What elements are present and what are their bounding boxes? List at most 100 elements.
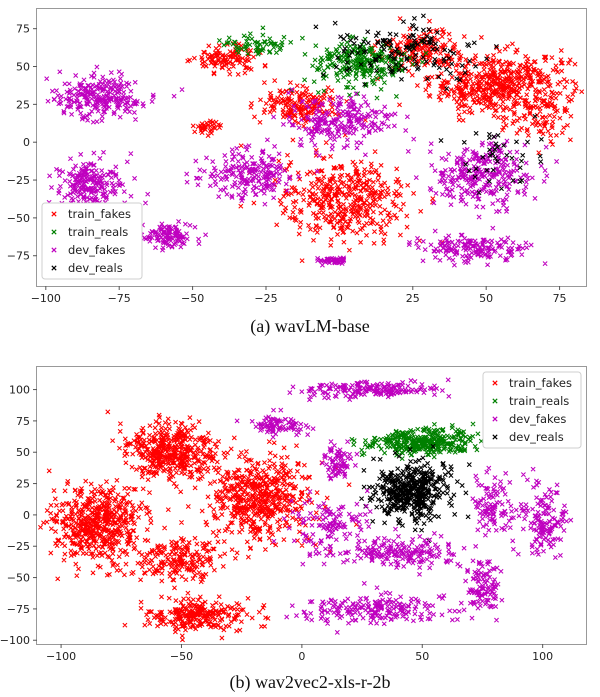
panel-a-caption: (a) wavLM-base (250, 316, 369, 337)
x-tick-label: 0 (298, 650, 305, 663)
x-tick-label: 100 (532, 650, 553, 663)
y-tick-label: 50 (16, 61, 30, 74)
cluster-train_reals (349, 421, 484, 462)
y-tick-label: −25 (7, 540, 30, 553)
cluster-dev_reals (438, 113, 544, 196)
scatter-points (271, 87, 417, 159)
scatter-points (44, 149, 151, 216)
cluster-train_fakes (122, 590, 271, 643)
scatter-points (122, 590, 271, 643)
cluster-dev_fakes (315, 255, 347, 268)
scatter-points (375, 34, 585, 136)
panel-a-frame (36, 8, 587, 287)
legend-label-dev_fakes: dev_fakes (509, 412, 566, 426)
panel-b-frame (36, 366, 587, 645)
legend-label-train_fakes: train_fakes (68, 207, 131, 221)
scatter-points (313, 13, 499, 92)
x-tick-label: −50 (170, 650, 193, 663)
y-tick-label: −50 (7, 572, 30, 585)
x-tick-label: 50 (415, 650, 429, 663)
cluster-train_fakes (185, 425, 359, 555)
cluster-dev_fakes (413, 134, 560, 220)
scatter-points (349, 421, 484, 462)
legend-marker-dev_reals (51, 265, 57, 271)
cluster-dev_fakes (319, 439, 360, 482)
scatter-points (438, 113, 544, 196)
cluster-dev_fakes (234, 407, 316, 440)
y-tick-label: −25 (7, 174, 30, 187)
cluster-dev_fakes (470, 465, 525, 552)
y-tick-label: 100 (9, 384, 30, 397)
scatter-points (319, 439, 360, 482)
scatter-points (300, 526, 479, 577)
legend-box (482, 371, 582, 449)
scatter-points (413, 134, 560, 220)
scatter-points (190, 118, 224, 139)
scatter-points (463, 558, 505, 623)
scatter-points (515, 466, 574, 560)
x-tick-label: 25 (406, 292, 420, 305)
legend-marker-dev_fakes (492, 416, 498, 422)
cluster-dev_reals (313, 13, 499, 92)
x-tick-label: −50 (181, 292, 204, 305)
y-tick-label: 25 (16, 98, 30, 111)
panel-a-legend: train_fakes train_reals dev_fakes dev_reals (41, 202, 143, 280)
cluster-train_fakes (104, 520, 251, 591)
cluster-train_fakes (238, 132, 445, 264)
legend-marker-train_fakes (51, 211, 57, 217)
scatter-points (138, 219, 209, 253)
scatter-points (359, 443, 472, 544)
scatter-points (105, 409, 237, 496)
cluster-train_fakes (375, 34, 585, 136)
x-tick-label: 0 (336, 292, 343, 305)
panel-b: −100 −50 0 50 100 −100 −75 −50 −25 0 25 50 75 100 tra… (0, 366, 587, 693)
cluster-dev_fakes (44, 149, 151, 216)
scatter-points (38, 468, 171, 582)
legend-label-dev_reals: dev_reals (509, 430, 564, 444)
y-tick-label: −75 (7, 250, 30, 263)
scatter-points (216, 25, 305, 57)
cluster-train_fakes (501, 91, 574, 156)
y-tick-label: −50 (7, 212, 30, 225)
x-tick-label: −100 (46, 650, 76, 663)
y-tick-label: 0 (23, 509, 30, 522)
scatter-points (501, 91, 574, 156)
panel-b-caption: (b) wav2vec2-xls-r-2b (229, 672, 390, 693)
cluster-train_fakes (38, 468, 171, 582)
legend-label-dev_reals: dev_reals (68, 261, 123, 275)
panel-b-points (38, 377, 574, 643)
scatter-points (315, 255, 347, 268)
cluster-dev_fakes (515, 466, 574, 560)
cluster-dev_fakes (44, 64, 185, 125)
cluster-dev_fakes (184, 137, 320, 207)
cluster-dev_fakes (287, 377, 452, 403)
y-tick-label: −75 (7, 603, 30, 616)
y-tick-label: 75 (16, 415, 30, 428)
legend-box (41, 202, 143, 280)
legend-marker-dev_reals (492, 434, 498, 440)
legend-marker-train_fakes (492, 380, 498, 386)
y-tick-label: 25 (16, 478, 30, 491)
y-tick-label: −100 (0, 634, 30, 647)
x-tick-label: 50 (479, 292, 493, 305)
cluster-dev_fakes (463, 558, 505, 623)
scatter-points (238, 132, 445, 264)
legend-label-train_fakes: train_fakes (509, 376, 572, 390)
scatter-points (104, 520, 251, 591)
cluster-dev_fakes (284, 580, 477, 635)
y-tick-label: 75 (16, 23, 30, 36)
legend-label-train_reals: train_reals (509, 394, 569, 408)
scatter-points (271, 488, 381, 565)
scatter-points (284, 580, 477, 635)
x-tick-label: −75 (108, 292, 131, 305)
cluster-train_fakes (105, 409, 237, 496)
cluster-dev_fakes (271, 87, 417, 159)
scatter-points (287, 377, 452, 403)
cluster-train_reals (216, 25, 305, 57)
cluster-train_fakes (190, 118, 224, 139)
panel-a: −100 −75 −50 −25 0 25 50 75 −75 −50 −25 0 25 50 75 tra… (7, 8, 587, 337)
scatter-points (44, 64, 185, 125)
x-tick-label: −100 (31, 292, 61, 305)
legend-label-dev_fakes: dev_fakes (68, 243, 125, 257)
